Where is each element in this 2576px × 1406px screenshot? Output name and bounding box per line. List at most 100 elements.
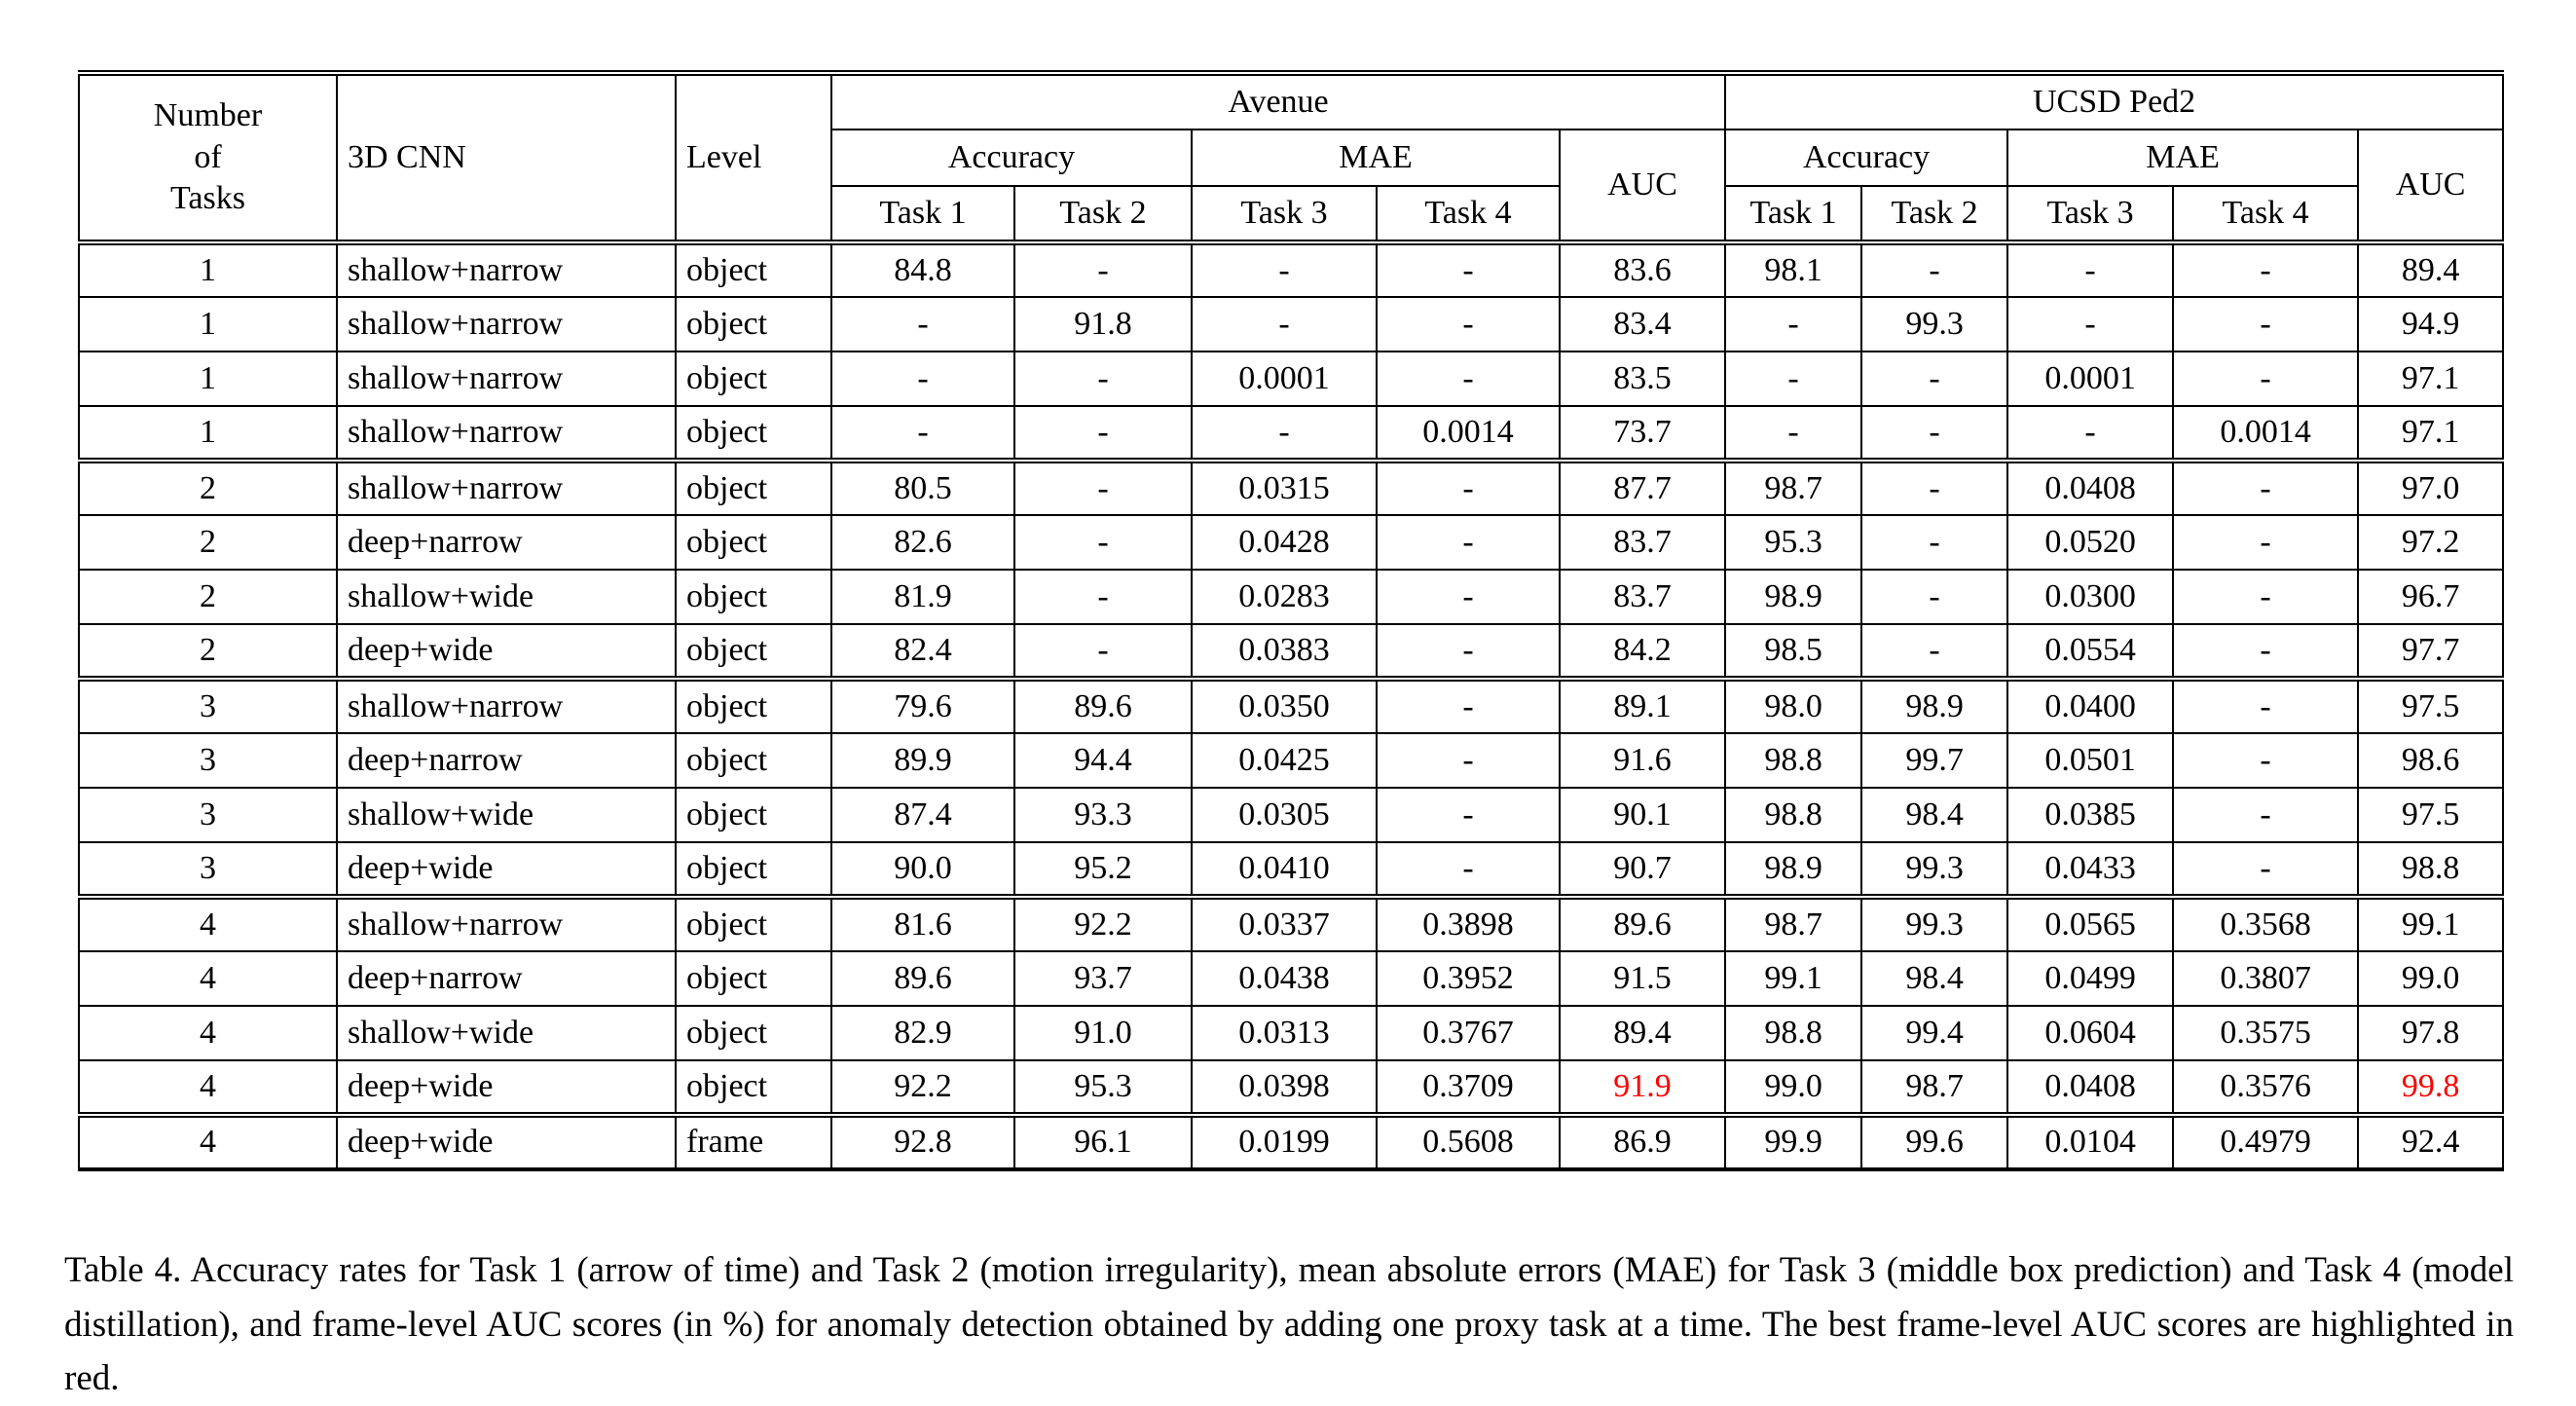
table-cell: 73.7 xyxy=(1558,405,1727,462)
table-cell: - xyxy=(2172,458,2360,516)
table-cell: 99.0 xyxy=(1724,1059,1863,1116)
table-cell: 0.0014 xyxy=(1376,405,1561,462)
table-cell: 0.5608 xyxy=(1376,1112,1561,1171)
table-cell: 0.0283 xyxy=(1191,569,1378,625)
table-cell: - xyxy=(1376,841,1561,898)
col-header-level: Level xyxy=(675,70,832,243)
table-cell: 3 xyxy=(78,841,338,898)
table-cell: - xyxy=(1376,676,1561,734)
table-cell: object xyxy=(675,514,832,571)
table-cell: 83.6 xyxy=(1558,240,1727,298)
table-cell: - xyxy=(1013,240,1193,298)
table-cell: 0.0565 xyxy=(2006,894,2175,952)
header-row-datasets: Number of Tasks 3D CNN Level Avenue UCSD… xyxy=(78,70,2505,243)
table-cell: 89.1 xyxy=(1558,676,1727,734)
table-cell: 0.0554 xyxy=(2006,623,2175,680)
header-line: Tasks xyxy=(170,180,245,217)
table-cell: 0.4979 xyxy=(2172,1112,2360,1171)
table-cell: 98.0 xyxy=(1724,676,1863,734)
table-cell: 99.0 xyxy=(2357,950,2505,1007)
table-row: 2 deep+narrow object 82.6-0.0428-83.7 95.3-0… xyxy=(78,514,2505,571)
table-cell: - xyxy=(2172,240,2360,298)
table-cell: 81.6 xyxy=(830,894,1015,952)
table-cell: 0.0501 xyxy=(2006,732,2175,789)
table-cell: 98.7 xyxy=(1724,894,1863,952)
subheader-ucsd-mae: MAE xyxy=(2006,129,2360,187)
table-cell: object xyxy=(675,1005,832,1061)
subheader-ucsd-task3: Task 3 xyxy=(2006,185,2175,243)
table-row: 4 deep+narrow object 89.6 93.7 0.0438 0.3952 91… xyxy=(78,950,2505,1007)
table-cell: - xyxy=(1376,514,1561,571)
table-cell: 0.3568 xyxy=(2172,894,2360,952)
table-cell: - xyxy=(2006,240,2175,298)
table-cell: deep+narrow xyxy=(336,514,677,571)
table-cell: 89.4 xyxy=(2357,240,2505,298)
table-row: 2 deep+wide object 82.4-0.0383-84.2 98.5-0.0… xyxy=(78,623,2505,680)
table-cell: 92.8 xyxy=(830,1112,1015,1171)
table-cell: - xyxy=(1860,240,2009,298)
table-cell: 89.4 xyxy=(1558,1005,1727,1061)
table-cell: 91.9 xyxy=(1558,1059,1727,1116)
col-header-number-of-tasks: Number of Tasks xyxy=(78,70,338,243)
table-cell: 80.5 xyxy=(830,458,1015,516)
table-cell: - xyxy=(1376,787,1561,843)
subheader-ucsd-task4: Task 4 xyxy=(2172,185,2360,243)
table-cell: 98.1 xyxy=(1724,240,1863,298)
table-cell: object xyxy=(675,458,832,516)
table-cell: 98.4 xyxy=(1860,787,2009,843)
table-row: 1 shallow+narrow object -91.8- -83.4-99.3- -9… xyxy=(78,296,2505,352)
paper-page: Number of Tasks 3D CNN Level Avenue UCSD… xyxy=(64,70,2514,1398)
subheader-avenue-mae: MAE xyxy=(1191,129,1561,187)
table-cell: object xyxy=(675,787,832,843)
table-cell: 98.9 xyxy=(1724,569,1863,625)
table-cell: 0.3898 xyxy=(1376,894,1561,952)
table-cell: 98.5 xyxy=(1724,623,1863,680)
table-row: 1 shallow+narrow object - - -0.0014 73.7- - -0.0… xyxy=(78,405,2505,462)
table-body: 1 shallow+narrow object 84.8- - -83.6 98.1- - -8… xyxy=(78,240,2505,1171)
table-cell: object xyxy=(675,676,832,734)
table-cell: - xyxy=(2172,351,2360,407)
table-cell: 4 xyxy=(78,950,338,1007)
table-cell: - xyxy=(1860,405,2009,462)
subheader-ucsd-task2: Task 2 xyxy=(1860,185,2009,243)
table-cell: 2 xyxy=(78,514,338,571)
table-cell: - xyxy=(1860,351,2009,407)
table-cell: 97.5 xyxy=(2357,676,2505,734)
table-cell: - xyxy=(2172,841,2360,898)
table-row: 4 deep+wide object 92.2 95.3 0.0398 0.3709 91.9… xyxy=(78,1059,2505,1116)
table-cell: 2 xyxy=(78,458,338,516)
table-cell: - xyxy=(1376,296,1561,352)
table-cell: shallow+narrow xyxy=(336,894,677,952)
table-cell: - xyxy=(2172,676,2360,734)
table-cell: 0.0104 xyxy=(2006,1112,2175,1171)
table-cell: 3 xyxy=(78,676,338,734)
table-cell: - xyxy=(1013,351,1193,407)
table-cell: object xyxy=(675,950,832,1007)
table-cell: 97.2 xyxy=(2357,514,2505,571)
table-cell: - xyxy=(830,351,1015,407)
subheader-ucsd-auc: AUC xyxy=(2357,129,2505,243)
table-cell: - xyxy=(1376,458,1561,516)
table-cell: object xyxy=(675,1059,832,1116)
table-cell: object xyxy=(675,894,832,952)
table-cell: 81.9 xyxy=(830,569,1015,625)
table-cell: 0.0408 xyxy=(2006,458,2175,516)
table-cell: 0.0300 xyxy=(2006,569,2175,625)
table-cell: 2 xyxy=(78,623,338,680)
subheader-avenue-task2: Task 2 xyxy=(1013,185,1193,243)
table-cell: - xyxy=(1860,569,2009,625)
table-cell: 0.0014 xyxy=(2172,405,2360,462)
table-cell: 97.1 xyxy=(2357,405,2505,462)
table-cell: - xyxy=(1376,732,1561,789)
table-cell: - xyxy=(1724,296,1863,352)
table-cell: deep+wide xyxy=(336,1059,677,1116)
table-cell: 0.0385 xyxy=(2006,787,2175,843)
table-cell: - xyxy=(1013,514,1193,571)
table-caption: Table 4. Accuracy rates for Task 1 (arro… xyxy=(64,1250,2514,1398)
table-cell: 4 xyxy=(78,1112,338,1171)
subheader-avenue-accuracy: Accuracy xyxy=(830,129,1193,187)
table-cell: 99.9 xyxy=(1724,1112,1863,1171)
table-cell: shallow+narrow xyxy=(336,676,677,734)
table-cell: 0.3952 xyxy=(1376,950,1561,1007)
table-cell: - xyxy=(1191,240,1378,298)
